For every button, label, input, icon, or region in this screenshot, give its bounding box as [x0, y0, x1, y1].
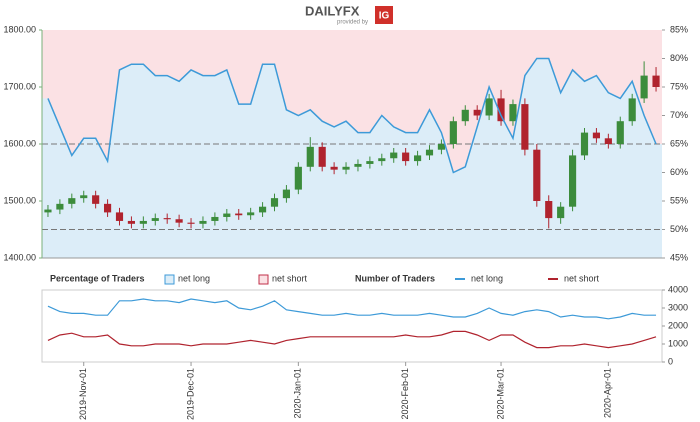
candle-body: [485, 98, 493, 116]
candle-body: [80, 195, 88, 199]
x-tick-label: 2020-Mar-01: [495, 368, 505, 420]
legend-title: Percentage of Traders: [50, 273, 145, 283]
y2-tick-label: 55%: [670, 195, 688, 205]
candle-body: [235, 213, 243, 216]
trader-count-line: [47, 330, 657, 349]
y-tick-label: 1800.00: [3, 24, 36, 34]
x-tick-label: 2020-Jan-01: [293, 368, 303, 419]
legend-swatch: [258, 274, 269, 285]
candle-body: [282, 189, 290, 199]
y2-tick-label: 60%: [670, 167, 688, 177]
candle-body: [56, 203, 64, 210]
candle-body: [211, 216, 219, 221]
x-tick-label: 2020-Apr-01: [603, 368, 613, 418]
candle-body: [306, 146, 314, 167]
candle-body: [270, 198, 279, 207]
candle-body: [509, 104, 517, 122]
candle-body: [187, 222, 195, 224]
candle-body: [175, 219, 183, 223]
y2-tick-label: 70%: [670, 110, 688, 120]
x-tick-label: 2020-Feb-01: [400, 368, 410, 420]
candle-body: [414, 155, 422, 162]
x-tick-label: 2019-Nov-01: [78, 368, 88, 420]
candle-body: [521, 104, 529, 150]
y2-tick-label: 50%: [670, 224, 688, 234]
panel: [41, 289, 663, 363]
candle-body: [652, 75, 660, 87]
legend-swatch: [164, 274, 175, 285]
logo: DAILYFX: [305, 3, 360, 18]
candle-body: [247, 212, 255, 216]
legend-title: Number of Traders: [355, 273, 435, 283]
candle-body: [378, 158, 386, 162]
y2-tick-label: 75%: [670, 81, 688, 91]
candle-body: [569, 155, 577, 207]
candle-body: [115, 212, 124, 221]
candle-body: [127, 220, 135, 224]
y-tick-label: 4000: [668, 284, 688, 294]
candle-body: [497, 98, 505, 122]
y-tick-label: 1400.00: [3, 252, 36, 262]
legend-label: net short: [272, 273, 308, 283]
candle-body: [163, 218, 171, 220]
y-tick-label: 2000: [668, 320, 688, 330]
candle-body: [330, 166, 338, 170]
candle-body: [223, 213, 231, 217]
trader-count-line: [47, 298, 657, 320]
y2-tick-label: 80%: [670, 53, 688, 63]
candle-body: [616, 121, 624, 144]
candle-body: [294, 166, 302, 190]
candle-body: [342, 166, 350, 170]
candle-body: [628, 98, 636, 122]
candle-body: [449, 121, 457, 144]
candle-body: [580, 132, 589, 156]
y2-tick-label: 45%: [670, 252, 688, 262]
logo-subtitle: provided by: [337, 20, 368, 26]
candle-body: [402, 152, 410, 162]
candle-body: [151, 218, 159, 221]
candle-body: [354, 163, 362, 167]
candle-body: [199, 220, 207, 224]
candle-body: [425, 149, 434, 156]
candle-body: [92, 195, 100, 204]
candle-body: [533, 149, 541, 201]
candle-body: [604, 138, 612, 144]
net-long-area: [42, 58, 662, 258]
candle-body: [259, 206, 267, 213]
candle-body: [557, 206, 565, 219]
y-tick-label: 1500.00: [3, 195, 36, 205]
candle-body: [473, 109, 481, 116]
y-tick-label: 0: [668, 356, 673, 366]
candle-body: [44, 209, 52, 213]
candle-body: [366, 161, 374, 164]
candle-body: [318, 146, 326, 167]
badge: IG: [379, 11, 390, 22]
y-tick-label: 1600.00: [3, 138, 36, 148]
candle-body: [139, 220, 147, 224]
legend-label: net short: [564, 273, 600, 283]
candle-body: [461, 109, 469, 122]
y-tick-label: 1700.00: [3, 81, 36, 91]
net-long-line: [47, 57, 657, 174]
candle-body: [545, 201, 553, 219]
candle-body: [68, 198, 76, 204]
candle-body: [640, 75, 648, 99]
y-tick-label: 3000: [668, 302, 688, 312]
candle-body: [592, 132, 600, 139]
legend-label: net long: [471, 273, 503, 283]
candle-body: [104, 203, 112, 213]
candle-body: [390, 152, 398, 159]
y-tick-label: 1000: [668, 338, 688, 348]
legend-label: net long: [178, 273, 210, 283]
badge-box: [375, 6, 393, 24]
y2-tick-label: 65%: [670, 138, 688, 148]
candle-body: [437, 144, 445, 150]
y2-tick-label: 85%: [670, 24, 688, 34]
x-tick-label: 2019-Dec-01: [185, 368, 195, 420]
